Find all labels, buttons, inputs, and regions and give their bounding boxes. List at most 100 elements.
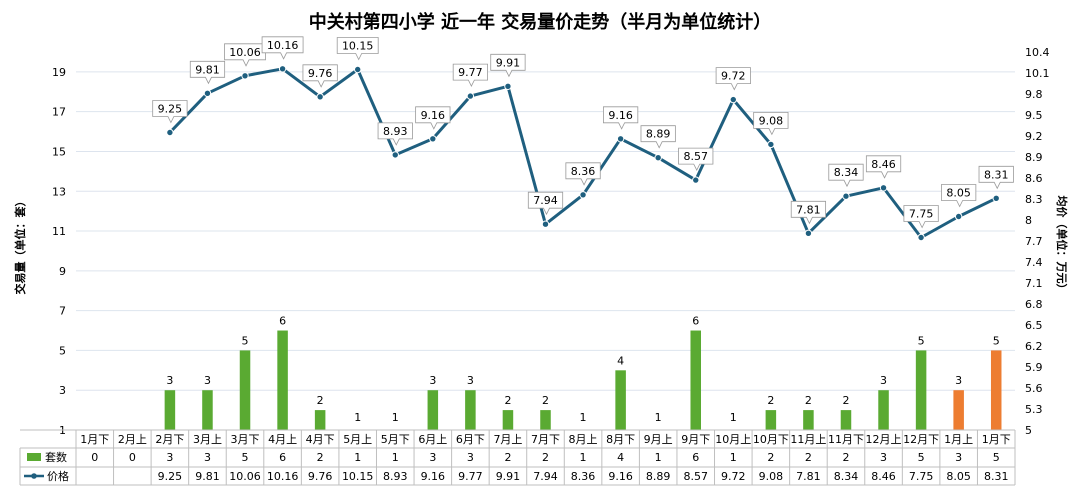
price-label-callout	[189, 60, 226, 85]
table-count-value: 0	[91, 451, 98, 464]
bar	[427, 390, 439, 430]
x-tick-label: 2月下	[155, 433, 184, 446]
y-tick-left: 15	[52, 145, 66, 158]
price-data-label: 8.05	[946, 187, 971, 200]
table-count-value: 0	[129, 451, 136, 464]
price-label-callout	[336, 37, 379, 61]
y-tick-right: 10.1	[1025, 67, 1050, 80]
price-label-callout	[152, 100, 188, 124]
table-price-value: 8.31	[984, 470, 1009, 483]
price-point	[429, 135, 437, 143]
legend-bar-label: 套数	[45, 451, 67, 464]
bar-data-label: 1	[392, 411, 399, 424]
bar	[953, 390, 964, 430]
y-tick-right: 8.6	[1025, 172, 1043, 185]
price-point	[241, 72, 249, 80]
bar-data-label: 3	[166, 374, 173, 387]
table-count-value: 3	[880, 451, 887, 464]
x-tick-label: 4月下	[306, 433, 335, 446]
table-price-value: 8.46	[871, 470, 896, 483]
y-tick-right: 6.2	[1025, 340, 1043, 353]
table-price-value: 10.06	[229, 470, 261, 483]
y-axis-left-label: 交易量（单位：套）	[13, 196, 27, 295]
x-tick-label: 10月下	[753, 433, 789, 446]
price-data-label: 9.08	[759, 114, 784, 127]
price-label-callout	[302, 64, 338, 88]
y-tick-right: 7.1	[1025, 277, 1043, 290]
bar-data-label: 5	[242, 334, 249, 347]
price-point	[692, 176, 700, 184]
y-tick-right: 9.2	[1025, 130, 1043, 143]
y-tick-left: 7	[59, 305, 66, 318]
table-count-value: 2	[767, 451, 774, 464]
price-data-label: 9.16	[421, 109, 446, 122]
bar	[878, 390, 889, 430]
bar-data-label: 3	[429, 374, 436, 387]
x-tick-label: 4月上	[268, 433, 297, 446]
y-tick-left: 19	[52, 66, 66, 79]
price-data-label: 9.91	[496, 56, 521, 69]
price-label-callout	[640, 125, 676, 149]
legend-line-label: 价格	[47, 469, 69, 483]
x-tick-label: 2月上	[118, 433, 147, 446]
bar	[615, 370, 626, 430]
bar-data-label: 2	[504, 394, 511, 407]
y-tick-left: 3	[59, 384, 66, 397]
table-count-value: 1	[392, 451, 399, 464]
price-data-label: 8.89	[646, 128, 671, 141]
x-tick-label: 12月上	[866, 433, 902, 446]
bar	[202, 390, 213, 430]
price-data-label: 8.31	[984, 168, 1009, 181]
table-count-value: 2	[504, 451, 511, 464]
price-point	[879, 184, 888, 192]
y-tick-right: 10.4	[1025, 46, 1050, 59]
table-price-value: 9.16	[421, 470, 446, 483]
table-price-value: 10.16	[267, 470, 299, 483]
price-point	[203, 89, 212, 98]
bar-data-label: 5	[993, 334, 1000, 347]
x-tick-label: 12月下	[903, 433, 939, 446]
table-count-value: 5	[993, 451, 1000, 464]
price-data-label: 10.06	[229, 46, 261, 59]
data-table: 1月下 0 2月上 0 2月下 3 9.25 3月上 3 9.81 3月下 5 10.06 4月上 6 10.…	[19, 429, 1016, 486]
y-tick-right: 6.8	[1025, 298, 1043, 311]
price-label-callout	[790, 200, 827, 225]
price-label-callout	[452, 63, 488, 87]
bar-data-label: 3	[204, 374, 211, 387]
bar	[840, 410, 852, 430]
x-tick-label: 8月上	[569, 433, 598, 446]
table-price-value: 9.08	[759, 470, 784, 483]
price-point	[654, 154, 662, 162]
price-data-label: 7.75	[909, 208, 934, 221]
bar-data-label: 1	[655, 411, 662, 424]
price-data-label: 7.81	[796, 203, 821, 216]
x-tick-label: 11月下	[828, 433, 864, 446]
price-label-callout	[941, 184, 977, 208]
price-point	[354, 65, 362, 74]
price-label-callout	[678, 147, 714, 171]
bar	[540, 410, 551, 430]
bar-data-label: 2	[317, 394, 324, 407]
table-count-value: 2	[805, 451, 812, 464]
x-tick-label: 8月下	[606, 433, 635, 446]
table-price-value: 9.91	[496, 470, 521, 483]
bar-data-label: 2	[805, 394, 812, 407]
price-data-label: 9.81	[195, 63, 220, 76]
price-data-label: 8.93	[383, 125, 408, 138]
x-tick-label: 7月下	[531, 433, 560, 446]
x-tick-label: 1月下	[982, 433, 1011, 446]
y-tick-right: 6.5	[1025, 319, 1043, 332]
table-count-value: 3	[166, 451, 173, 464]
y-tick-right: 5	[1025, 424, 1032, 437]
chart-title: 中关村第四小学 近一年 交易量价走势（半月为单位统计）	[309, 11, 772, 33]
price-point	[466, 92, 475, 100]
table-price-value: 9.77	[458, 470, 483, 483]
table-price-value: 10.15	[342, 470, 374, 483]
price-point	[278, 65, 287, 73]
price-label-callout	[377, 122, 413, 146]
price-label-callout	[828, 163, 864, 188]
line-series: 9.25 9.81 10.06 10.16 9.76 10.15 8.93 9.16 9.77 9…	[152, 36, 1014, 242]
x-tick-label: 3月下	[231, 433, 260, 446]
y-tick-left: 11	[52, 225, 66, 238]
